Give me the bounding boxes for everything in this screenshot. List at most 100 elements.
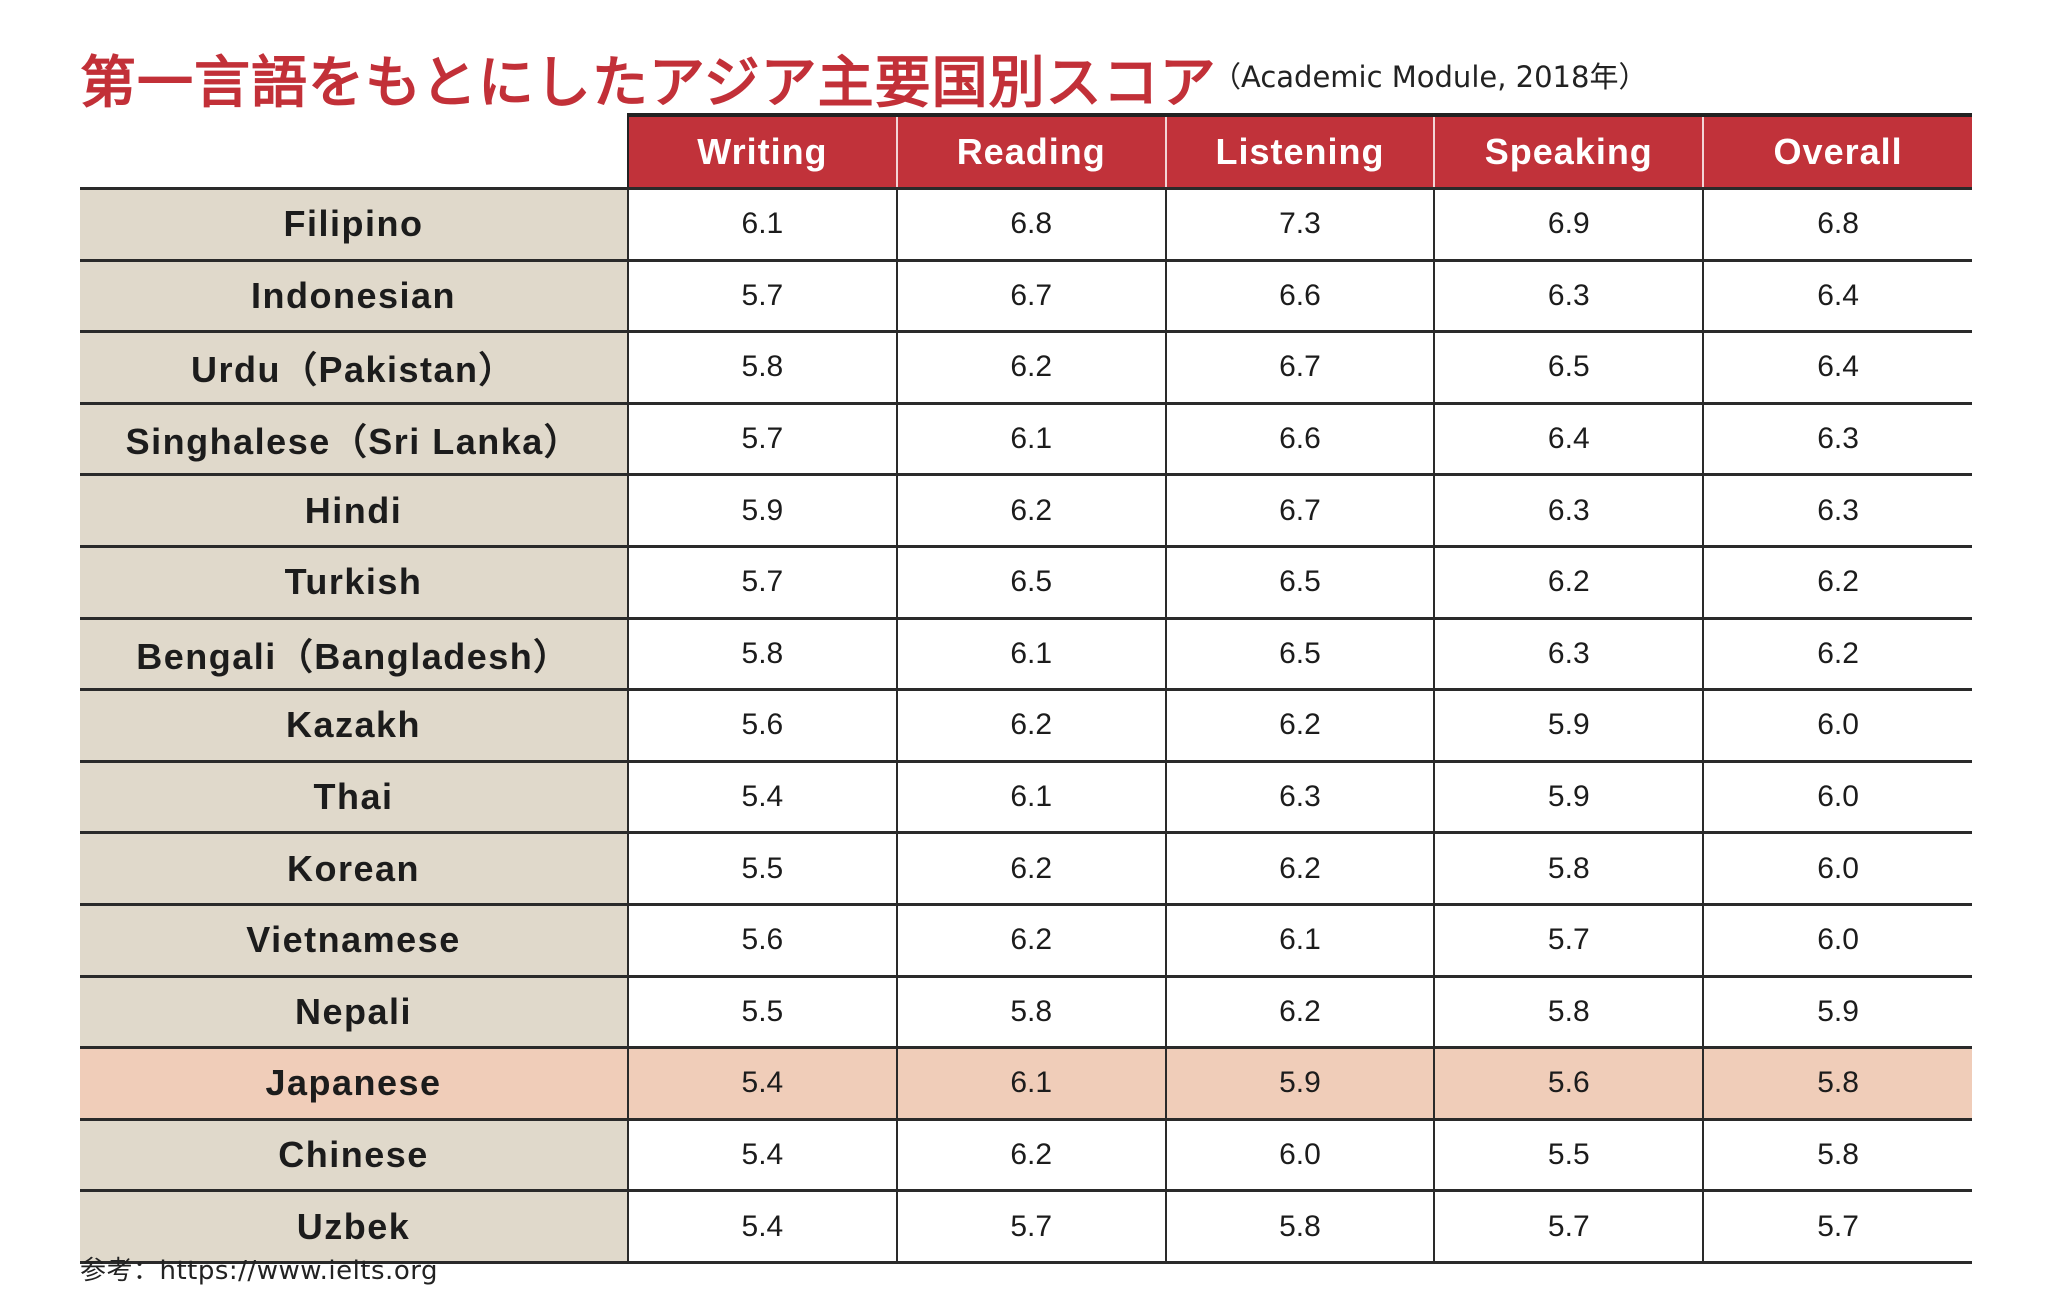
score-cell-speaking: 6.3 bbox=[1433, 473, 1704, 547]
score-cell-reading: 6.2 bbox=[895, 688, 1166, 762]
score-cell-overall: 5.8 bbox=[1702, 1117, 1972, 1191]
row-language-label: Chinese bbox=[80, 1117, 628, 1191]
score-cell-speaking: 5.8 bbox=[1433, 831, 1704, 905]
score-cell-reading: 6.2 bbox=[895, 1117, 1166, 1191]
score-cell-listening: 6.2 bbox=[1164, 974, 1435, 1048]
table-row: Thai 5.4 6.1 6.3 5.9 6.0 bbox=[80, 759, 1972, 833]
scores-table: Writing Reading Listening Speaking Overa… bbox=[80, 113, 1972, 1264]
page-title: 第一言語をもとにしたアジア主要国別スコア bbox=[80, 51, 1217, 116]
score-cell-overall: 6.4 bbox=[1702, 258, 1972, 332]
score-cell-listening: 6.2 bbox=[1164, 831, 1435, 905]
score-cell-speaking: 6.3 bbox=[1433, 258, 1704, 332]
row-language-label: Bengali（Bangladesh） bbox=[80, 616, 628, 690]
score-cell-writing: 5.6 bbox=[627, 902, 897, 977]
row-language-label: Thai bbox=[80, 759, 628, 833]
score-cell-speaking: 6.9 bbox=[1433, 187, 1704, 261]
score-cell-writing: 5.7 bbox=[627, 544, 897, 619]
score-cell-reading: 5.8 bbox=[895, 974, 1166, 1048]
table-row: Nepali 5.5 5.8 6.2 5.8 5.9 bbox=[80, 974, 1972, 1048]
score-cell-writing: 5.8 bbox=[627, 616, 897, 690]
score-cell-reading: 6.1 bbox=[895, 616, 1166, 690]
score-cell-overall: 6.0 bbox=[1702, 759, 1972, 833]
score-cell-speaking: 5.7 bbox=[1433, 902, 1704, 977]
table-row: Urdu（Pakistan） 5.8 6.2 6.7 6.5 6.4 bbox=[80, 330, 1972, 404]
score-cell-writing: 5.7 bbox=[627, 258, 897, 332]
score-cell-overall: 6.0 bbox=[1702, 688, 1972, 762]
row-language-label: Japanese bbox=[80, 1046, 628, 1120]
score-cell-overall: 6.2 bbox=[1702, 544, 1972, 619]
table-row: Japanese 5.4 6.1 5.9 5.6 5.8 bbox=[80, 1046, 1972, 1120]
score-cell-overall: 5.8 bbox=[1702, 1046, 1972, 1120]
column-header-listening: Listening bbox=[1164, 113, 1435, 189]
row-language-label: Singhalese（Sri Lanka） bbox=[80, 401, 628, 475]
score-cell-overall: 5.7 bbox=[1702, 1189, 1972, 1264]
score-cell-speaking: 6.3 bbox=[1433, 616, 1704, 690]
row-language-label: Korean bbox=[80, 831, 628, 905]
score-cell-reading: 6.1 bbox=[895, 401, 1166, 475]
row-language-label: Turkish bbox=[80, 544, 628, 619]
score-cell-writing: 5.4 bbox=[627, 1189, 897, 1264]
score-cell-overall: 5.9 bbox=[1702, 974, 1972, 1048]
score-cell-writing: 6.1 bbox=[627, 187, 897, 261]
row-language-label: Vietnamese bbox=[80, 902, 628, 977]
row-language-label: Uzbek bbox=[80, 1189, 628, 1264]
score-cell-writing: 5.7 bbox=[627, 401, 897, 475]
score-cell-reading: 6.8 bbox=[895, 187, 1166, 261]
score-cell-reading: 6.2 bbox=[895, 831, 1166, 905]
score-cell-speaking: 5.6 bbox=[1433, 1046, 1704, 1120]
table-row: Filipino 6.1 6.8 7.3 6.9 6.8 bbox=[80, 187, 1972, 261]
score-cell-reading: 6.2 bbox=[895, 330, 1166, 404]
row-language-label: Urdu（Pakistan） bbox=[80, 330, 628, 404]
score-cell-overall: 6.0 bbox=[1702, 902, 1972, 977]
score-cell-speaking: 5.9 bbox=[1433, 688, 1704, 762]
score-cell-reading: 6.2 bbox=[895, 902, 1166, 977]
column-header-reading: Reading bbox=[895, 113, 1166, 189]
header-row: Writing Reading Listening Speaking Overa… bbox=[80, 113, 1972, 189]
row-language-label: Filipino bbox=[80, 187, 628, 261]
table-row: Bengali（Bangladesh） 5.8 6.1 6.5 6.3 6.2 bbox=[80, 616, 1972, 690]
header-corner bbox=[80, 115, 628, 189]
source-note: 参考：https://www.ielts.org bbox=[80, 1256, 438, 1286]
table-row: Indonesian 5.7 6.7 6.6 6.3 6.4 bbox=[80, 258, 1972, 332]
score-cell-speaking: 5.5 bbox=[1433, 1117, 1704, 1191]
row-language-label: Nepali bbox=[80, 974, 628, 1048]
table-row: Vietnamese 5.6 6.2 6.1 5.7 6.0 bbox=[80, 902, 1972, 977]
score-cell-writing: 5.9 bbox=[627, 473, 897, 547]
column-header-overall: Overall bbox=[1702, 113, 1972, 189]
score-cell-listening: 6.5 bbox=[1164, 544, 1435, 619]
column-header-speaking: Speaking bbox=[1433, 113, 1704, 189]
score-cell-listening: 6.7 bbox=[1164, 330, 1435, 404]
score-cell-listening: 6.6 bbox=[1164, 258, 1435, 332]
score-cell-speaking: 6.4 bbox=[1433, 401, 1704, 475]
score-cell-listening: 6.1 bbox=[1164, 902, 1435, 977]
score-cell-reading: 6.1 bbox=[895, 759, 1166, 833]
score-cell-speaking: 6.5 bbox=[1433, 330, 1704, 404]
score-cell-reading: 5.7 bbox=[895, 1189, 1166, 1264]
score-cell-writing: 5.4 bbox=[627, 1046, 897, 1120]
table-row: Singhalese（Sri Lanka） 5.7 6.1 6.6 6.4 6.3 bbox=[80, 401, 1972, 475]
score-cell-overall: 6.8 bbox=[1702, 187, 1972, 261]
table-row: Hindi 5.9 6.2 6.7 6.3 6.3 bbox=[80, 473, 1972, 547]
row-language-label: Kazakh bbox=[80, 688, 628, 762]
column-header-writing: Writing bbox=[627, 113, 897, 189]
score-cell-writing: 5.4 bbox=[627, 759, 897, 833]
row-language-label: Indonesian bbox=[80, 258, 628, 332]
score-cell-listening: 6.0 bbox=[1164, 1117, 1435, 1191]
row-language-label: Hindi bbox=[80, 473, 628, 547]
score-cell-writing: 5.5 bbox=[627, 974, 897, 1048]
score-cell-listening: 6.5 bbox=[1164, 616, 1435, 690]
table-row: Kazakh 5.6 6.2 6.2 5.9 6.0 bbox=[80, 688, 1972, 762]
score-cell-overall: 6.2 bbox=[1702, 616, 1972, 690]
score-cell-listening: 6.7 bbox=[1164, 473, 1435, 547]
score-cell-speaking: 5.7 bbox=[1433, 1189, 1704, 1264]
score-cell-speaking: 5.9 bbox=[1433, 759, 1704, 833]
score-cell-reading: 6.1 bbox=[895, 1046, 1166, 1120]
score-cell-listening: 5.8 bbox=[1164, 1189, 1435, 1264]
score-cell-reading: 6.5 bbox=[895, 544, 1166, 619]
table-row: Turkish 5.7 6.5 6.5 6.2 6.2 bbox=[80, 544, 1972, 619]
score-cell-listening: 6.3 bbox=[1164, 759, 1435, 833]
score-cell-writing: 5.8 bbox=[627, 330, 897, 404]
page-subtitle: （Academic Module, 2018年） bbox=[1212, 60, 1648, 94]
table-row: Korean 5.5 6.2 6.2 5.8 6.0 bbox=[80, 831, 1972, 905]
table-row: Uzbek 5.4 5.7 5.8 5.7 5.7 bbox=[80, 1189, 1972, 1264]
